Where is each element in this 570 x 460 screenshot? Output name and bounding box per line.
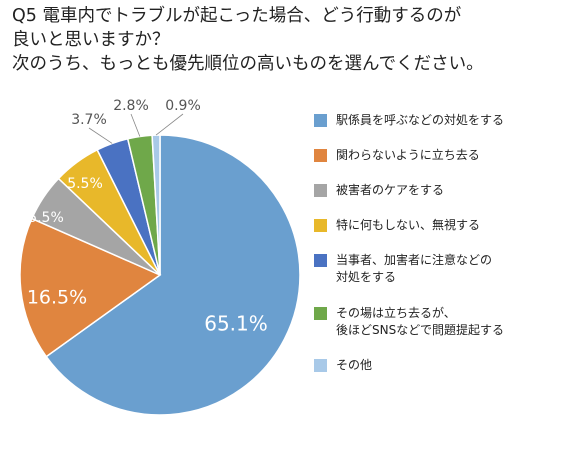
title-line-3: 次のうち、もっとも優先順位の高いものを選んでください。 [12, 54, 484, 74]
data-label: 16.5% [27, 287, 87, 309]
legend-swatch [314, 149, 327, 162]
data-label: 2.8% [113, 98, 149, 114]
title-line-1: Q5 電車内でトラブルが起こった場合、どう行動するのが [12, 6, 462, 26]
data-label: 0.9% [165, 98, 201, 114]
leader-line [130, 113, 141, 137]
legend-label: 被害者のケアをする [336, 183, 445, 197]
pie-slices [19, 134, 301, 416]
legend-label: 当事者、加害者に注意などの 対処をする [336, 253, 493, 284]
data-label: 5.5% [67, 176, 103, 192]
leader-line [155, 113, 184, 136]
legend-swatch [314, 114, 327, 127]
legend-swatch [314, 254, 327, 267]
data-label: 3.7% [71, 112, 107, 128]
legend-label: その他 [336, 358, 373, 372]
legend-label: 関わらないように立ち去る [336, 148, 480, 162]
pie-slice [45, 134, 301, 416]
legend-label: その場は立ち去るが、 後ほどSNSなどで問題提起する [336, 306, 504, 337]
legend-swatch [314, 307, 327, 320]
data-label: 65.1% [204, 312, 268, 336]
legend-swatch [314, 219, 327, 232]
pie-leader-lines [88, 113, 184, 144]
legend-label: 駅係員を呼ぶなどの対処をする [336, 113, 505, 127]
title-line-2: 良いと思いますか？ [12, 30, 170, 50]
legend-label: 特に何もしない、無視する [336, 218, 481, 232]
legend-swatch [314, 184, 327, 197]
legend-swatch [314, 359, 327, 372]
data-label: 5.5% [28, 210, 64, 226]
leader-line [88, 127, 113, 144]
pie-slice [19, 217, 162, 358]
chart-title: Q5 電車内でトラブルが起こった場合、どう行動するのが 良いと思いますか？ 次の… [12, 4, 568, 76]
pie-data-labels: 65.1% 16.5% 5.5% 5.5% 3.7% 2.8% 0.9% [27, 98, 268, 336]
